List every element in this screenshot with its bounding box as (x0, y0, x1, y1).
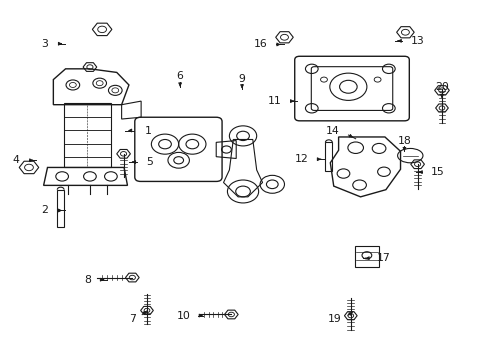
Text: 2: 2 (41, 206, 48, 216)
Text: 18: 18 (397, 136, 410, 145)
Text: 16: 16 (254, 40, 267, 49)
Text: 13: 13 (409, 36, 423, 46)
Text: 7: 7 (129, 314, 136, 324)
Text: 19: 19 (327, 314, 341, 324)
Text: 10: 10 (177, 311, 190, 320)
Text: 14: 14 (325, 126, 339, 135)
Text: 11: 11 (267, 96, 281, 106)
Text: 17: 17 (376, 253, 390, 263)
Text: 5: 5 (146, 157, 153, 167)
Text: 3: 3 (41, 39, 48, 49)
Text: 12: 12 (295, 154, 308, 164)
Text: 9: 9 (238, 74, 245, 84)
Text: 4: 4 (12, 155, 19, 165)
Text: 1: 1 (144, 126, 151, 135)
Text: 6: 6 (176, 71, 183, 81)
Text: 20: 20 (434, 82, 448, 92)
Text: 15: 15 (430, 167, 444, 177)
Text: 8: 8 (84, 275, 91, 285)
